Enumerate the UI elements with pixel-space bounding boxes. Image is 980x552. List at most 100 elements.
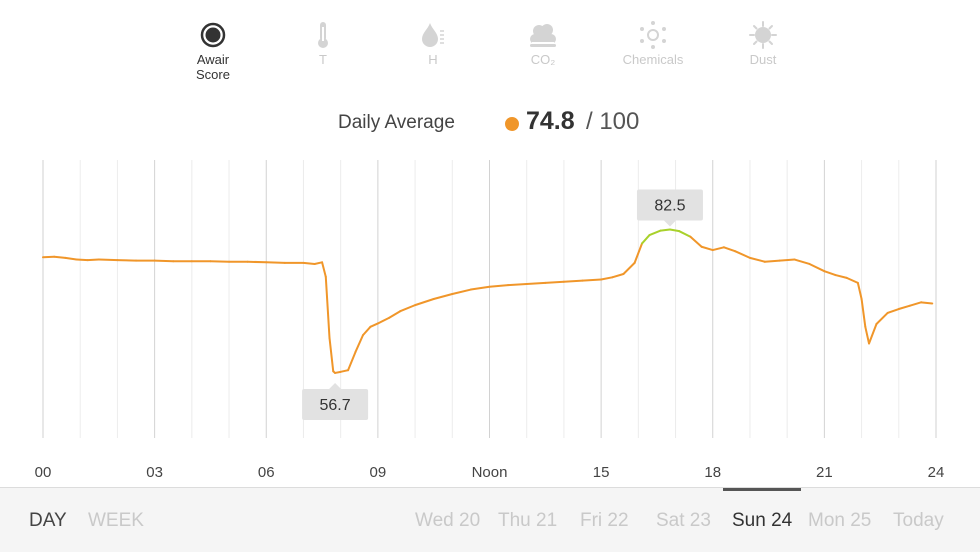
series-line-segment bbox=[339, 369, 350, 373]
x-tick-label: 15 bbox=[593, 464, 610, 481]
daily-average-label: Daily Average bbox=[338, 112, 455, 133]
series-line-segment bbox=[920, 301, 934, 305]
x-tick-label: 21 bbox=[816, 464, 833, 481]
series-line-segment bbox=[469, 285, 491, 291]
series-line-segment bbox=[414, 298, 435, 307]
callout-value: 82.5 bbox=[654, 198, 685, 215]
series-line-segment bbox=[116, 259, 138, 262]
series-line-segment bbox=[668, 228, 681, 233]
x-tick-label: 18 bbox=[704, 464, 721, 481]
x-tick-label: 00 bbox=[35, 464, 52, 481]
series-line-segment bbox=[734, 250, 751, 259]
series-line-segment bbox=[860, 298, 867, 328]
series-line-segment bbox=[376, 316, 391, 325]
series-line-segment bbox=[97, 258, 119, 262]
series-line-segment bbox=[856, 281, 863, 300]
chart-annotations: 82.5 56.7 bbox=[302, 189, 703, 420]
selected-day-indicator bbox=[723, 488, 801, 491]
series-line-segment bbox=[778, 258, 796, 262]
series-line-segment bbox=[328, 336, 335, 373]
value-callout: 82.5 bbox=[636, 189, 703, 227]
tab-dust[interactable]: Dust bbox=[708, 18, 818, 67]
day-tab[interactable]: Thu 21 bbox=[498, 510, 558, 531]
series-line-segment bbox=[622, 261, 636, 275]
callout-box bbox=[302, 388, 369, 420]
series-line-segment bbox=[834, 274, 848, 279]
series-line-segment bbox=[793, 258, 811, 265]
series-line-segment bbox=[388, 310, 402, 319]
daily-average-value: 74.8 bbox=[526, 107, 575, 135]
series-line-segment bbox=[525, 281, 547, 285]
series-line-segment bbox=[722, 246, 737, 253]
series-line-segment bbox=[886, 308, 900, 314]
callout-pointer bbox=[329, 382, 342, 389]
series-line-segment bbox=[611, 272, 625, 279]
series-line-segment bbox=[659, 228, 671, 232]
series-line-segment bbox=[544, 280, 565, 284]
tab-label: CO₂ bbox=[530, 52, 556, 67]
daily-average-max: / 100 bbox=[586, 108, 640, 135]
chart-grid bbox=[42, 160, 937, 438]
series-line-segment bbox=[908, 301, 923, 307]
tab-temperature[interactable]: T bbox=[268, 18, 378, 67]
series-line-segment bbox=[369, 322, 379, 328]
series-line-segment bbox=[633, 242, 644, 264]
awair-score-icon bbox=[200, 22, 226, 48]
series-line-segment bbox=[321, 261, 327, 278]
tab-label: Awair Score bbox=[196, 52, 230, 82]
daily-average: Daily Average 74.8 / 100 bbox=[0, 106, 980, 142]
series-line-segment bbox=[313, 261, 324, 265]
series-line-segment bbox=[75, 258, 89, 262]
chemicals-icon bbox=[640, 21, 666, 49]
callout-pointer bbox=[663, 220, 676, 227]
series-line-segment bbox=[897, 304, 911, 311]
series-line-segment bbox=[361, 325, 372, 337]
tab-label: Dust bbox=[749, 52, 777, 67]
series-line-segment bbox=[209, 260, 231, 263]
chart-series bbox=[42, 228, 934, 374]
tab-label: Chemicals bbox=[622, 52, 684, 67]
chart-x-axis: 00 03 06 09 Noon 15 18 21 24 bbox=[35, 464, 945, 481]
series-line-segment bbox=[53, 255, 67, 259]
series-line-segment bbox=[153, 259, 175, 263]
series-line-segment bbox=[451, 288, 472, 295]
day-tab[interactable]: Mon 25 bbox=[808, 510, 872, 531]
series-line-segment bbox=[302, 261, 316, 265]
day-tab-selected[interactable]: Sun 24 bbox=[732, 510, 793, 531]
tab-co2[interactable]: CO₂ bbox=[488, 18, 598, 67]
day-tab[interactable]: Sat 23 bbox=[656, 510, 711, 531]
series-line-segment bbox=[246, 260, 268, 264]
tab-awair-score[interactable]: Awair Score bbox=[158, 18, 268, 82]
series-line-segment bbox=[648, 229, 662, 237]
series-line-segment bbox=[64, 256, 78, 261]
tab-label: H bbox=[428, 52, 438, 67]
x-tick-label: 09 bbox=[370, 464, 387, 481]
thermometer-icon bbox=[318, 22, 328, 48]
series-line-segment bbox=[845, 276, 859, 284]
series-line-segment bbox=[86, 258, 100, 262]
series-line-segment bbox=[641, 234, 651, 245]
series-line-segment bbox=[265, 261, 286, 264]
day-tab[interactable]: Wed 20 bbox=[415, 510, 481, 531]
series-line-segment bbox=[808, 262, 826, 273]
tab-chemicals[interactable]: Chemicals bbox=[598, 18, 708, 67]
series-line-segment bbox=[763, 259, 781, 263]
day-tab[interactable]: Fri 22 bbox=[580, 510, 629, 531]
series-line-segment bbox=[42, 255, 56, 259]
callout-value: 56.7 bbox=[320, 397, 351, 414]
series-line-segment bbox=[354, 334, 364, 353]
series-line-segment bbox=[399, 304, 417, 313]
series-line-segment bbox=[700, 245, 714, 252]
range-tab-week[interactable]: WEEK bbox=[88, 510, 144, 531]
tab-humidity[interactable]: H bbox=[378, 18, 488, 67]
series-line-segment bbox=[823, 270, 837, 277]
x-tick-label: Noon bbox=[472, 464, 508, 481]
series-line-segment bbox=[488, 284, 510, 288]
value-callout: 56.7 bbox=[302, 382, 369, 420]
series-line-segment bbox=[678, 230, 692, 238]
humidity-icon bbox=[422, 23, 444, 47]
dust-icon bbox=[749, 21, 777, 49]
range-tab-day[interactable]: DAY bbox=[29, 510, 67, 531]
day-tab-today[interactable]: Today bbox=[893, 510, 944, 531]
score-line-chart: 82.5 56.7 00 03 06 09 Noon 15 18 21 24 bbox=[35, 160, 945, 481]
